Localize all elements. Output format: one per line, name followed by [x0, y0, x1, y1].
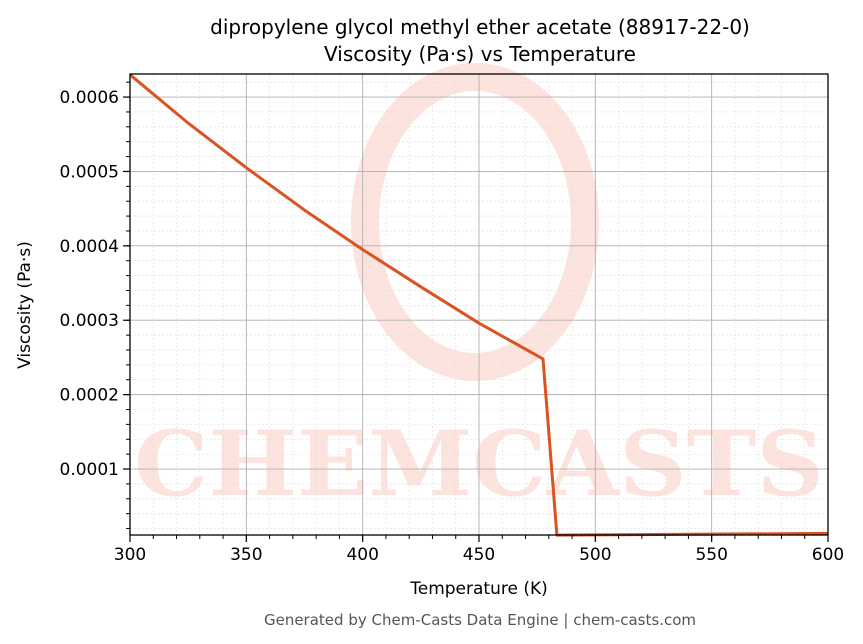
- y-tick-label: 0.0004: [60, 237, 119, 257]
- x-tick-label: 400: [346, 545, 378, 565]
- footer-text: Generated by Chem-Casts Data Engine | ch…: [264, 611, 696, 629]
- x-tick-label: 600: [812, 545, 844, 565]
- series-line-viscosity: [129, 73, 829, 537]
- chart-title: dipropylene glycol methyl ether acetate …: [210, 15, 750, 39]
- x-tick-label: 450: [463, 545, 495, 565]
- x-axis-label: Temperature (K): [409, 579, 548, 599]
- x-tick-label: 550: [695, 545, 727, 565]
- y-tick-label: 0.0003: [60, 311, 119, 331]
- y-tick-label: 0.0005: [60, 162, 119, 182]
- y-tick-label: 0.0002: [60, 386, 119, 406]
- y-axis-label: Viscosity (Pa·s): [15, 241, 35, 369]
- x-tick-label: 350: [230, 545, 262, 565]
- y-tick-label: 0.0001: [60, 460, 119, 480]
- y-tick-label: 0.0006: [60, 88, 119, 108]
- chart-subtitle: Viscosity (Pa·s) vs Temperature: [324, 42, 636, 66]
- x-tick-label: 500: [579, 545, 611, 565]
- x-tick-label: 300: [114, 545, 146, 565]
